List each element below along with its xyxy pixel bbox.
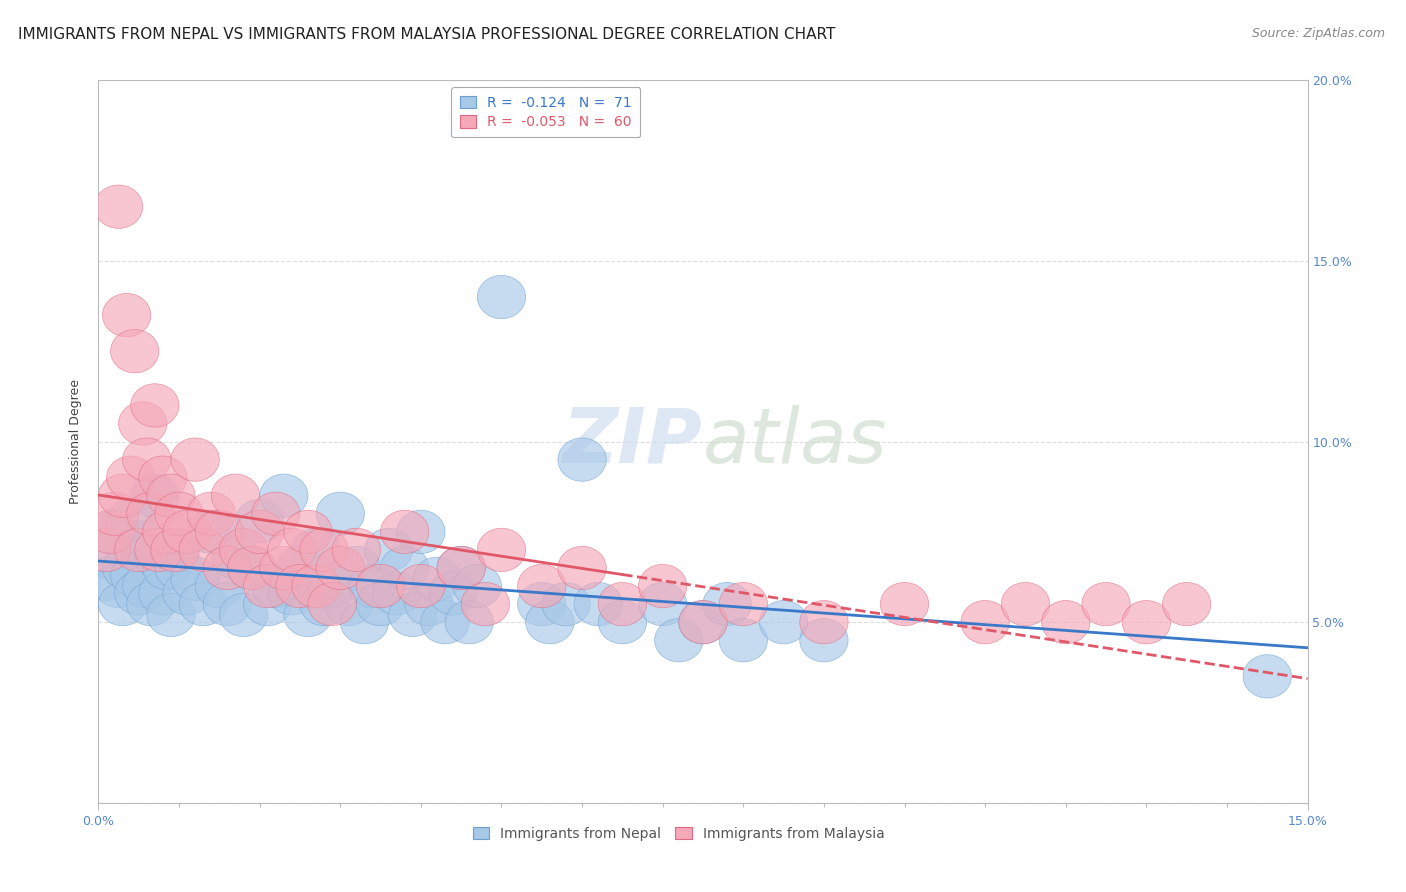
Text: Source: ZipAtlas.com: Source: ZipAtlas.com (1251, 27, 1385, 40)
Legend: Immigrants from Nepal, Immigrants from Malaysia: Immigrants from Nepal, Immigrants from M… (467, 822, 890, 847)
Y-axis label: Professional Degree: Professional Degree (69, 379, 83, 504)
Text: atlas: atlas (703, 405, 887, 478)
Text: ZIP: ZIP (564, 405, 703, 478)
Text: IMMIGRANTS FROM NEPAL VS IMMIGRANTS FROM MALAYSIA PROFESSIONAL DEGREE CORRELATIO: IMMIGRANTS FROM NEPAL VS IMMIGRANTS FROM… (18, 27, 835, 42)
